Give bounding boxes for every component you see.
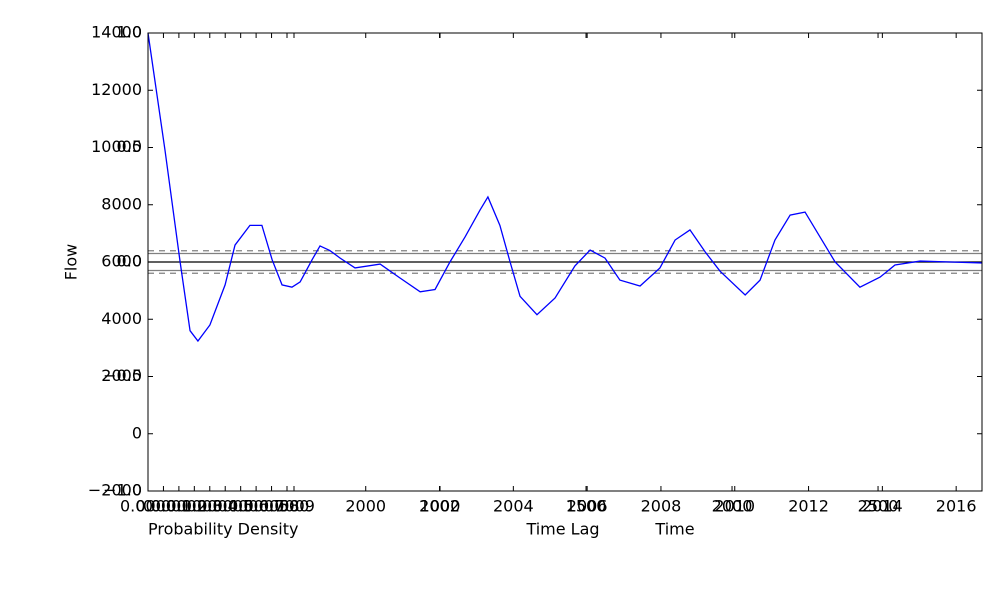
y-tick-label: 0.5 <box>117 137 142 156</box>
series-line <box>147 32 983 343</box>
x-tick-label: 2000 <box>712 497 753 516</box>
y-tick-label: 8000 <box>101 194 142 213</box>
x-tick-label: 2010 <box>714 497 755 516</box>
y-tick-label: 6000 <box>101 252 142 271</box>
x-tick-label: 0.0007 <box>228 497 284 516</box>
x-tick-label: 0.0009 <box>259 497 315 516</box>
x-tick-label: 2500 <box>858 497 899 516</box>
y-tick-label: 12000 <box>91 80 142 99</box>
x-tick-label: 2014 <box>862 497 903 516</box>
x-tick-label: 0.0000 <box>120 497 176 516</box>
y-tick-label: 0 <box>132 423 142 442</box>
x-tick-label: 0.0001 <box>135 497 191 516</box>
x-tick-label: 2004 <box>493 497 534 516</box>
x-tick-label: 0.0008 <box>244 497 300 516</box>
x-tick-label: 0 <box>143 497 153 516</box>
x-axis-title: Time Lag <box>525 520 599 539</box>
y-tick-label: 0.0 <box>117 252 142 271</box>
x-tick-label: 2006 <box>567 497 608 516</box>
y-axis-title: Flow <box>62 244 81 281</box>
x-tick-label: 2008 <box>641 497 682 516</box>
x-tick-label: 0.0005 <box>197 497 253 516</box>
plot-frame <box>147 32 983 492</box>
x-tick-label: 1000 <box>420 497 461 516</box>
y-tick-label: −2000 <box>88 481 142 500</box>
x-tick-label: 0.0002 <box>151 497 207 516</box>
x-tick-label: 2000 <box>345 497 386 516</box>
x-tick-label: 0.0006 <box>213 497 269 516</box>
x2-axis-title: Time <box>654 520 694 539</box>
y-tick-label: 1.0 <box>117 23 142 42</box>
x-tick-label: 0.0004 <box>182 497 238 516</box>
y-tick-label: 2000 <box>101 366 142 385</box>
y-tick-label: 4000 <box>101 309 142 328</box>
x-tick-label: 2002 <box>419 497 460 516</box>
x-tick-label: 2016 <box>936 497 977 516</box>
y-tick-label: −1.0 <box>103 481 142 500</box>
x-tick-label: 2012 <box>788 497 829 516</box>
x-tick-label: 0.0003 <box>166 497 222 516</box>
y-tick-label: 14000 <box>91 23 142 42</box>
x3-axis-title: Probability Density <box>148 520 299 539</box>
y-tick-label: 10000 <box>91 137 142 156</box>
y-tick-label: −0.5 <box>103 366 142 385</box>
x-tick-label: 1500 <box>566 497 607 516</box>
x-tick-label: 500 <box>279 497 310 516</box>
